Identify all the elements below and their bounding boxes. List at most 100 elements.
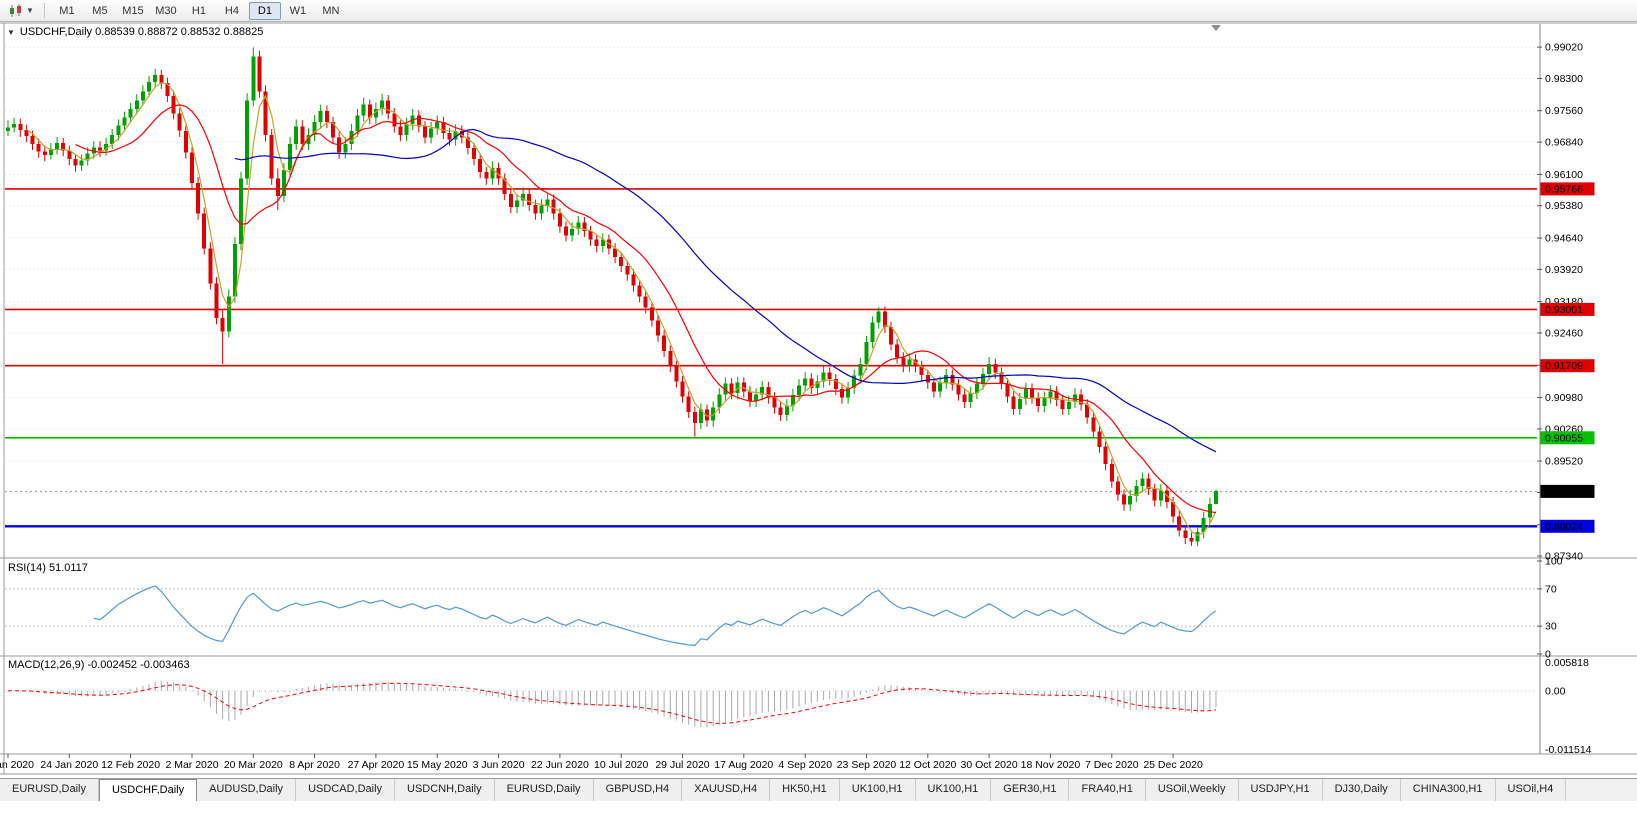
chart-tab-usdcnh-daily[interactable]: USDCNH,Daily xyxy=(395,779,495,801)
chart-area[interactable]: 0.99020 0.98300 0.97560 0.96840 0.96100 0.953… xyxy=(0,0,1637,780)
chart-tab-eurusd-daily[interactable]: EURUSD,Daily xyxy=(0,779,99,801)
chart-tab-uk100-h1[interactable]: UK100,H1 xyxy=(839,779,916,801)
chart-title: ▼ USDCHF,Daily 0.88539 0.88872 0.88532 0… xyxy=(7,26,263,38)
price-label-boxes: 0.95766 0.93001 0.91709 0.90055 0.88024 0.888… xyxy=(1540,182,1595,533)
chart-tab-ger30-h1[interactable]: GER30,H1 xyxy=(991,779,1070,801)
candlestick-chart-icon xyxy=(10,3,21,17)
svg-text:0.93001: 0.93001 xyxy=(1545,304,1583,316)
candles-layer xyxy=(6,47,1218,547)
svg-text:22 Jun 2020: 22 Jun 2020 xyxy=(531,759,589,771)
svg-text:3 Jun 2020: 3 Jun 2020 xyxy=(473,759,525,771)
svg-text:6 Jan 2020: 6 Jan 2020 xyxy=(0,759,34,771)
chart-tab-xauusd-h4[interactable]: XAUUSD,H4 xyxy=(682,779,771,801)
timeframe-button-m1[interactable]: M1 xyxy=(59,4,75,17)
chart-tab-gbpusd-h4[interactable]: GBPUSD,H4 xyxy=(593,779,683,801)
ma-38-line xyxy=(234,128,1217,453)
svg-text:0.97560: 0.97560 xyxy=(1545,105,1583,117)
timeframe-button-h1[interactable]: H1 xyxy=(191,4,206,17)
svg-text:12 Oct 2020: 12 Oct 2020 xyxy=(899,759,956,771)
chart-tab-usoil-weekly[interactable]: USOil,Weekly xyxy=(1145,779,1239,801)
chart-tab-hk50-h1[interactable]: HK50,H1 xyxy=(770,779,840,801)
svg-text:0.87340: 0.87340 xyxy=(1545,551,1583,563)
svg-text:0.005818: 0.005818 xyxy=(1545,657,1589,669)
ma-12-line xyxy=(75,104,1217,514)
svg-text:0.98300: 0.98300 xyxy=(1545,73,1583,85)
svg-text:30: 30 xyxy=(1545,621,1557,633)
rsi-panel xyxy=(5,585,1537,647)
svg-text:2 Mar 2020: 2 Mar 2020 xyxy=(165,759,218,771)
svg-text:24 Jan 2020: 24 Jan 2020 xyxy=(40,759,98,771)
svg-text:0.89520: 0.89520 xyxy=(1545,456,1583,468)
macd-signal-line xyxy=(8,682,1217,724)
timeframe-button-h4[interactable]: H4 xyxy=(224,4,239,17)
svg-text:4 Sep 2020: 4 Sep 2020 xyxy=(778,759,832,771)
svg-text:0.88024: 0.88024 xyxy=(1545,521,1583,533)
price-axis: 0.99020 0.98300 0.97560 0.96840 0.96100 0.953… xyxy=(1537,42,1583,563)
svg-text:0.96840: 0.96840 xyxy=(1545,137,1583,149)
chart-tab-usdjpy-h1[interactable]: USDJPY,H1 xyxy=(1238,779,1323,801)
svg-text:0.95380: 0.95380 xyxy=(1545,200,1583,212)
level-lines[interactable] xyxy=(5,188,1537,528)
svg-text:0.91709: 0.91709 xyxy=(1545,360,1583,372)
svg-text:29 Jul 2020: 29 Jul 2020 xyxy=(655,759,709,771)
chart-tab-dj30-daily[interactable]: DJ30,Daily xyxy=(1322,779,1401,801)
svg-text:20 Mar 2020: 20 Mar 2020 xyxy=(224,759,283,771)
timeframe-button-m15[interactable]: M15 xyxy=(122,4,144,17)
rsi-line xyxy=(93,585,1217,647)
timeframe-button-w1[interactable]: W1 xyxy=(289,4,307,17)
chevron-down-icon: ▼ xyxy=(26,5,34,15)
svg-text:18 Nov 2020: 18 Nov 2020 xyxy=(1021,759,1081,771)
chart-tab-audusd-daily[interactable]: AUDUSD,Daily xyxy=(197,779,297,801)
chart-title-text: USDCHF,Daily 0.88539 0.88872 0.88532 0.8… xyxy=(19,26,264,38)
svg-text:12 Feb 2020: 12 Feb 2020 xyxy=(101,759,160,771)
svg-text:0.94640: 0.94640 xyxy=(1545,233,1583,245)
chart-menu-icon[interactable]: ▼ xyxy=(7,27,15,37)
timeframe-buttons: M1 M5 M15 M30 H1 H4 D1 W1 MN xyxy=(51,1,347,20)
chart-tab-eurusd-daily[interactable]: EURUSD,Daily xyxy=(494,779,594,801)
chart-tabs: EURUSD,Daily USDCHF,Daily AUDUSD,Daily USDC… xyxy=(0,778,1637,801)
macd-panel xyxy=(5,681,1537,728)
svg-text:7 Dec 2020: 7 Dec 2020 xyxy=(1085,759,1139,771)
svg-text:27 Apr 2020: 27 Apr 2020 xyxy=(348,759,405,771)
svg-text:100: 100 xyxy=(1545,556,1563,568)
macd-label: MACD(12,26,9) -0.002452 -0.003463 xyxy=(8,659,190,671)
chart-tab-fra40-h1[interactable]: FRA40,H1 xyxy=(1069,779,1146,801)
svg-text:15 May 2020: 15 May 2020 xyxy=(407,759,468,771)
svg-text:-0.011514: -0.011514 xyxy=(1545,744,1592,756)
timeframe-button-d1[interactable]: D1 xyxy=(248,1,281,20)
chart-tab-china300-h1[interactable]: CHINA300,H1 xyxy=(1400,779,1496,801)
timeframe-button-m30[interactable]: M30 xyxy=(155,4,177,17)
panel-borders xyxy=(0,22,1637,775)
chart-tab-usdchf-daily[interactable]: USDCHF,Daily xyxy=(98,779,198,801)
chart-tab-uk100-h1[interactable]: UK100,H1 xyxy=(915,779,992,801)
timeframe-button-m5[interactable]: M5 xyxy=(92,4,108,17)
chart-tab-usdcad-daily[interactable]: USDCAD,Daily xyxy=(296,779,396,801)
svg-text:0.90980: 0.90980 xyxy=(1545,392,1583,404)
svg-text:30 Oct 2020: 30 Oct 2020 xyxy=(960,759,1017,771)
svg-text:0.99020: 0.99020 xyxy=(1545,42,1583,54)
timeframe-button-mn[interactable]: MN xyxy=(322,4,340,17)
rsi-label: RSI(14) 51.0117 xyxy=(8,562,88,574)
svg-text:0: 0 xyxy=(1545,649,1551,661)
svg-text:0.00: 0.00 xyxy=(1545,685,1566,697)
svg-text:0.92460: 0.92460 xyxy=(1545,328,1583,340)
toolbar: ▼ M1 M5 M15 M30 H1 H4 D1 W1 MN xyxy=(0,0,1637,22)
svg-text:0.95766: 0.95766 xyxy=(1545,183,1583,195)
toolbar-separator xyxy=(43,3,45,18)
chart-tab-usoil-h4[interactable]: USOil,H4 xyxy=(1495,779,1567,801)
svg-text:23 Sep 2020: 23 Sep 2020 xyxy=(837,759,897,771)
svg-text:0.96100: 0.96100 xyxy=(1545,169,1583,181)
svg-text:8 Apr 2020: 8 Apr 2020 xyxy=(289,759,340,771)
svg-text:0.90055: 0.90055 xyxy=(1545,432,1583,444)
svg-text:10 Jul 2020: 10 Jul 2020 xyxy=(594,759,648,771)
price-gridlines xyxy=(5,46,1537,557)
macd-axis: 0.005818 0.00 -0.011514 xyxy=(1545,657,1592,756)
svg-text:0.93920: 0.93920 xyxy=(1545,264,1583,276)
svg-text:0.88825: 0.88825 xyxy=(1545,486,1583,498)
chart-shift-marker-icon[interactable] xyxy=(1211,25,1221,31)
chart-type-dropdown[interactable]: ▼ xyxy=(4,3,38,19)
svg-text:25 Dec 2020: 25 Dec 2020 xyxy=(1143,759,1203,771)
ma-4-line xyxy=(26,82,1217,537)
